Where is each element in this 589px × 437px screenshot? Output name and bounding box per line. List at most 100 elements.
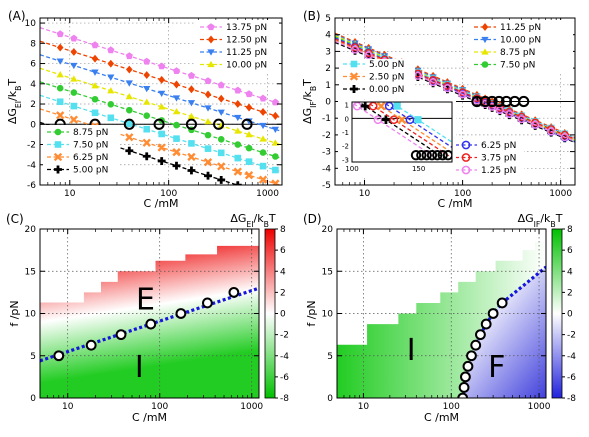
data-point <box>173 121 180 129</box>
inset-y-tick-label: -3 <box>342 156 349 164</box>
data-point <box>70 47 78 56</box>
data-point <box>234 141 242 148</box>
boundary-point <box>480 318 492 330</box>
data-point <box>172 95 181 102</box>
inset-point <box>414 116 422 124</box>
colorbar-tick-label: -8 <box>567 394 576 404</box>
panel-label: (D) <box>303 212 322 226</box>
data-point <box>91 82 99 89</box>
label-part: B <box>309 86 318 91</box>
y-tick-label: 20 <box>322 225 334 235</box>
label-part: EI <box>14 101 23 108</box>
legend-entry: 13.75 pN <box>226 23 267 33</box>
data-point <box>234 114 242 122</box>
inset-frame <box>351 101 453 163</box>
colorbar-tick-label: 6 <box>280 246 286 256</box>
y-tick-label: -3 <box>322 148 331 158</box>
data-point <box>217 81 225 89</box>
boundary-point <box>458 382 470 393</box>
data-point <box>143 71 151 80</box>
data-point <box>245 90 253 98</box>
data-point <box>271 179 280 185</box>
x-tick-label: 1000 <box>528 402 551 412</box>
data-point <box>173 80 180 89</box>
data-point <box>91 54 99 63</box>
colorbar-tick-label: 6 <box>567 246 573 256</box>
colorbar-tick-label: -4 <box>280 352 289 362</box>
data-point <box>204 90 212 99</box>
data-point <box>204 131 212 139</box>
boundary-point <box>470 339 482 351</box>
data-point <box>56 43 64 52</box>
y-tick-label: -5 <box>322 181 331 191</box>
colorbar <box>551 228 563 399</box>
series-line <box>335 38 575 140</box>
colorbar-tick-label: 4 <box>280 267 286 277</box>
legend-top-right: 11.25 pN 10.00 pN 8.75 pN 7.50 pN <box>470 20 573 72</box>
data-point <box>143 125 151 133</box>
data-point <box>187 152 196 162</box>
data-point <box>429 78 438 87</box>
data-point <box>458 90 467 99</box>
legend-entry: 6.25 pN <box>73 153 108 163</box>
legend-entry: 7.50 pN <box>500 61 535 71</box>
data-point <box>126 106 133 114</box>
data-point <box>187 100 196 107</box>
y-tick-label: 6 <box>30 60 36 70</box>
legend-entry: 11.25 pN <box>226 48 267 58</box>
y-tick-label: -4 <box>322 164 331 174</box>
data-point <box>107 59 115 68</box>
data-point <box>172 107 181 115</box>
label-part: IF <box>309 101 318 108</box>
data-point <box>56 111 65 120</box>
data-point <box>217 149 225 157</box>
label-part: /k <box>301 90 314 101</box>
legend-entry: 7.50 pN <box>73 141 108 151</box>
boundary-point <box>475 329 486 341</box>
y-tick-label: 15 <box>322 267 333 277</box>
inset-y-tick-label: 1 <box>345 102 349 110</box>
y-tick-label: 2 <box>30 100 36 110</box>
y-tick-label: 15 <box>25 267 36 277</box>
inset-crossing <box>432 149 443 161</box>
data-point <box>272 166 279 174</box>
y-tick-label: 0 <box>30 394 36 404</box>
x-tick-label: 1000 <box>240 402 263 412</box>
label-part: B <box>264 220 269 229</box>
data-point <box>56 30 64 38</box>
x-tick-label: 10 <box>62 402 74 412</box>
inset-point <box>360 102 370 111</box>
y-tick-label: 0 <box>327 394 333 404</box>
data-point <box>259 122 267 130</box>
colorbar-tick-label: 4 <box>567 267 573 277</box>
data-point <box>91 109 99 117</box>
boundary-point <box>145 318 157 330</box>
legend-top: 13.75 pN 12.50 pN 11.25 pN 10.00 pN <box>195 20 279 72</box>
heatmap-blue-region <box>462 267 546 398</box>
data-point <box>173 135 180 142</box>
data-point <box>107 114 115 122</box>
legend-marker <box>207 49 215 56</box>
boundary-point <box>466 350 477 362</box>
region-label: I <box>135 350 144 385</box>
legend-marker <box>54 141 62 148</box>
legend-marker <box>350 85 358 93</box>
inset-point <box>376 102 386 111</box>
colorbar <box>264 228 276 399</box>
heatmap-area <box>40 229 259 398</box>
y-tick-label: 5 <box>325 14 331 24</box>
data-point <box>126 65 133 74</box>
inset-crossing <box>437 149 448 161</box>
inset-x-tick-label: 100 <box>345 165 358 173</box>
inset-crossing <box>416 149 427 161</box>
data-point <box>488 102 497 111</box>
series-line <box>335 40 575 143</box>
data-point <box>217 136 225 143</box>
colorbar-tick-label: -8 <box>280 394 289 404</box>
data-point <box>244 171 254 180</box>
data-point <box>258 175 268 184</box>
data-point <box>350 45 360 54</box>
